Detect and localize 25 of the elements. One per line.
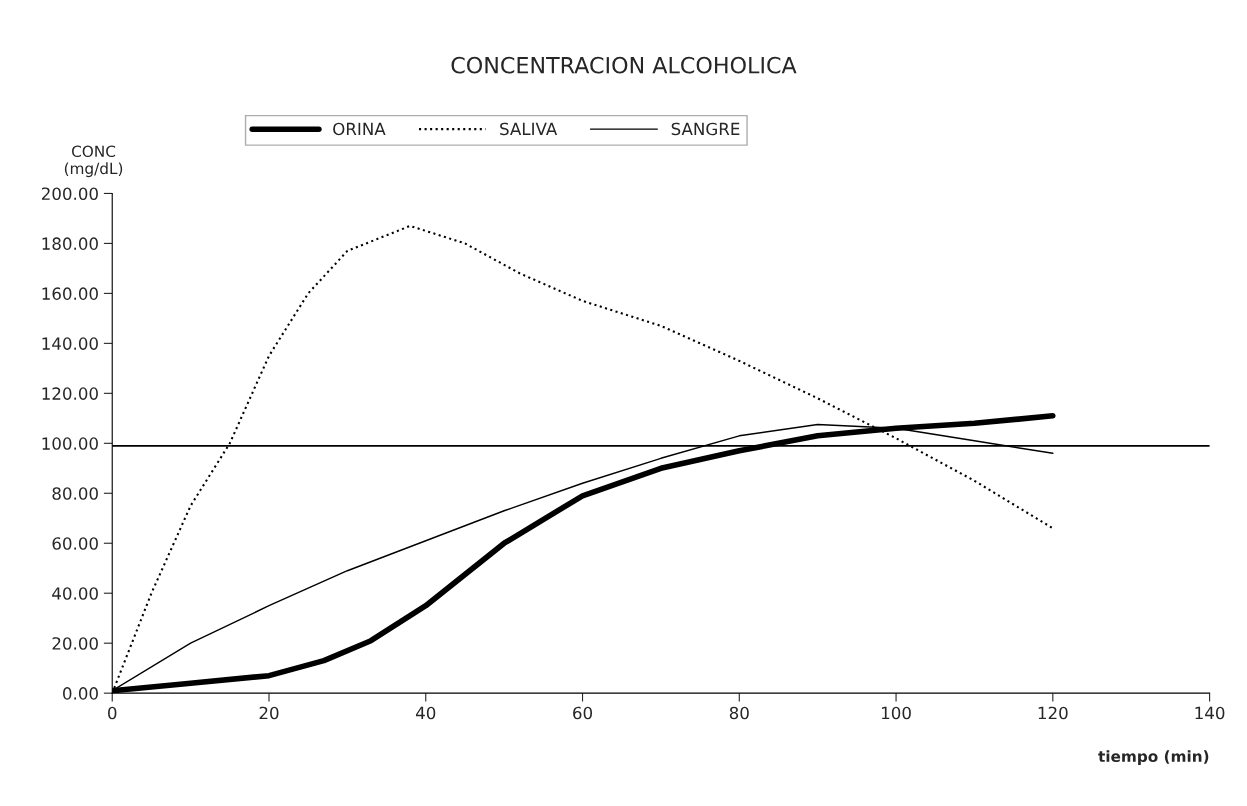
y-tick-label: 60.00 — [52, 537, 98, 550]
y-tick-label: 140.00 — [42, 337, 98, 350]
y-tick-label: 40.00 — [52, 587, 98, 600]
y-tick-label: 100.00 — [42, 437, 98, 450]
x-tick-label: 140 — [1195, 706, 1225, 720]
chart-title: CONCENTRACION ALCOHOLICA — [451, 56, 797, 74]
legend-label: SANGRE — [671, 122, 740, 136]
y-axis-title: CONC (mg/dL) — [64, 145, 123, 178]
x-tick-label: 20 — [259, 706, 279, 720]
x-tick-label: 120 — [1038, 706, 1068, 720]
x-tick-label: 80 — [729, 706, 749, 720]
x-tick-label: 0 — [108, 706, 117, 720]
legend-label: SALIVA — [500, 122, 558, 136]
y-tick-label: 20.00 — [52, 637, 98, 650]
y-tick-label: 180.00 — [42, 237, 98, 250]
y-tick-label: 200.00 — [41, 187, 98, 201]
y-tick-label: 0.00 — [63, 687, 98, 700]
y-tick-label: 160.00 — [42, 287, 98, 300]
x-tick-label: 40 — [415, 706, 436, 720]
x-tick-label: 100 — [881, 706, 911, 720]
x-axis-title: tiempo (min) — [1098, 750, 1209, 766]
x-tick-label: 60 — [573, 706, 593, 720]
y-tick-label: 120.00 — [42, 387, 98, 400]
y-tick-label: 80.00 — [52, 487, 98, 500]
legend-label: ORINA — [333, 122, 386, 136]
